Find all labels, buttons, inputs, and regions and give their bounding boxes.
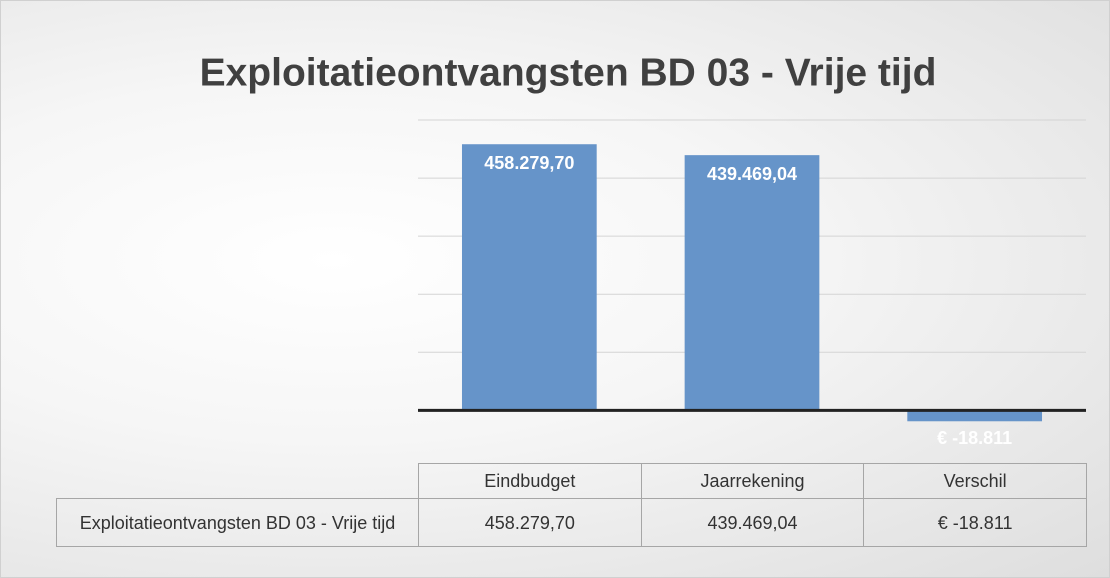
table-row-header: Exploitatieontvangsten BD 03 - Vrije tij…: [56, 498, 419, 547]
bar: [461, 144, 597, 411]
data-label: 458.279,70: [484, 153, 574, 173]
data-label: 439.469,04: [707, 164, 797, 184]
bar: [684, 155, 820, 411]
table-header: Eindbudget: [418, 463, 642, 499]
table-value: 439.469,04: [640, 498, 865, 547]
table-value: 458.279,70: [418, 498, 642, 547]
data-label: € -18.811: [937, 428, 1012, 448]
table-header: Verschil: [863, 463, 1087, 499]
bar: [907, 410, 1043, 422]
chart-title: Exploitatieontvangsten BD 03 - Vrije tij…: [200, 51, 937, 94]
table-value: € -18.811: [863, 498, 1087, 547]
table-header: Jaarrekening: [640, 463, 865, 499]
